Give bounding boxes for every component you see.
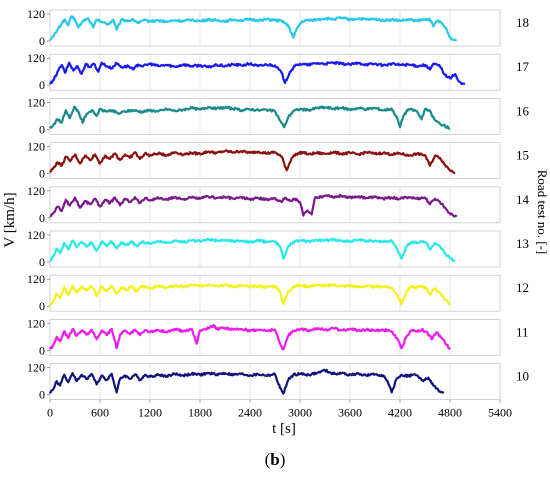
road-test-label: 18: [516, 15, 529, 30]
x-tick-label: 0: [47, 406, 53, 420]
x-axis: 0 600 1200 1800 2400 3000 3600 4200 4800 5400: [47, 399, 512, 420]
series-line-18: [49, 15, 457, 42]
y-tick-label: 0: [39, 255, 45, 269]
series-line-10: [49, 368, 445, 395]
caption-open-paren: (: [264, 450, 271, 469]
road-test-label: 17: [516, 59, 530, 74]
y-tick-label: 120: [27, 140, 45, 154]
road-test-label: 14: [516, 192, 530, 207]
right-axis-label: Road test no. [-]: [535, 170, 550, 254]
y-tick-label: 0: [39, 122, 45, 136]
x-tick-label: 4800: [438, 406, 462, 420]
x-tick-label: 2400: [238, 406, 262, 420]
panel-frame: [49, 363, 501, 401]
panel-13: 0 120 13: [27, 228, 529, 269]
x-tick-label: 600: [91, 406, 109, 420]
y-tick-label: 120: [27, 51, 45, 65]
x-tick-label: 1800: [188, 406, 212, 420]
y-tick-label: 120: [27, 95, 45, 109]
road-test-label: 15: [516, 148, 529, 163]
panel-frame: [49, 230, 501, 268]
y-tick-label: 0: [39, 167, 45, 181]
panel-frame: [49, 186, 501, 224]
y-tick-label: 0: [39, 299, 45, 313]
x-tick-label: 3600: [338, 406, 362, 420]
x-tick-label: 5400: [488, 406, 512, 420]
panel-frame: [49, 274, 501, 312]
panel-17: 0 120 17: [27, 51, 530, 92]
road-test-label: 16: [516, 103, 530, 118]
series-line-15: [49, 149, 456, 174]
series-line-16: [49, 105, 451, 130]
y-tick-label: 0: [39, 78, 45, 92]
y-tick-label: 120: [27, 361, 45, 375]
panel-frame: [49, 318, 501, 356]
y-tick-label: 120: [27, 272, 45, 286]
caption-letter: b: [270, 450, 280, 469]
series-line-12: [49, 283, 451, 307]
y-tick-label: 120: [27, 228, 45, 242]
series-line-14: [49, 193, 458, 218]
panel-11: 0 120 11: [27, 316, 529, 357]
panel-frame: [49, 9, 501, 47]
series-line-13: [49, 237, 456, 263]
panel-15: 0 120 15: [27, 140, 529, 181]
x-axis-label: t [s]: [272, 421, 296, 437]
y-tick-label: 120: [27, 184, 45, 198]
panel-frame: [49, 142, 501, 180]
series-line-17: [49, 61, 466, 86]
panel-frame: [49, 53, 501, 91]
series-line-11: [48, 324, 451, 351]
x-tick-label: 4200: [388, 406, 412, 420]
panel-14: 0 120 14: [27, 184, 530, 225]
panel-12: 0 120 12: [27, 272, 529, 313]
y-tick-label: 120: [27, 316, 45, 330]
panel-18: 0 120 18: [27, 7, 529, 48]
y-tick-label: 0: [39, 211, 45, 225]
y-tick-label: 0: [39, 34, 45, 48]
y-tick-label: 120: [27, 7, 45, 21]
road-test-label: 13: [516, 236, 529, 251]
y-axis-label: V [km/h]: [2, 192, 18, 247]
panel-frame: [49, 98, 501, 135]
panel-10: 0 120 10: [27, 361, 529, 402]
caption-close-paren: ): [279, 450, 286, 469]
panel-16: 0 120 16: [27, 95, 530, 136]
y-tick-label: 0: [39, 388, 45, 402]
x-tick-label: 1200: [138, 406, 162, 420]
road-test-label: 12: [516, 280, 529, 295]
x-tick-label: 3000: [288, 406, 312, 420]
figure-caption: (b): [0, 450, 550, 470]
y-tick-label: 0: [39, 343, 45, 357]
road-test-label: 10: [516, 369, 529, 384]
road-test-label: 11: [516, 324, 529, 339]
